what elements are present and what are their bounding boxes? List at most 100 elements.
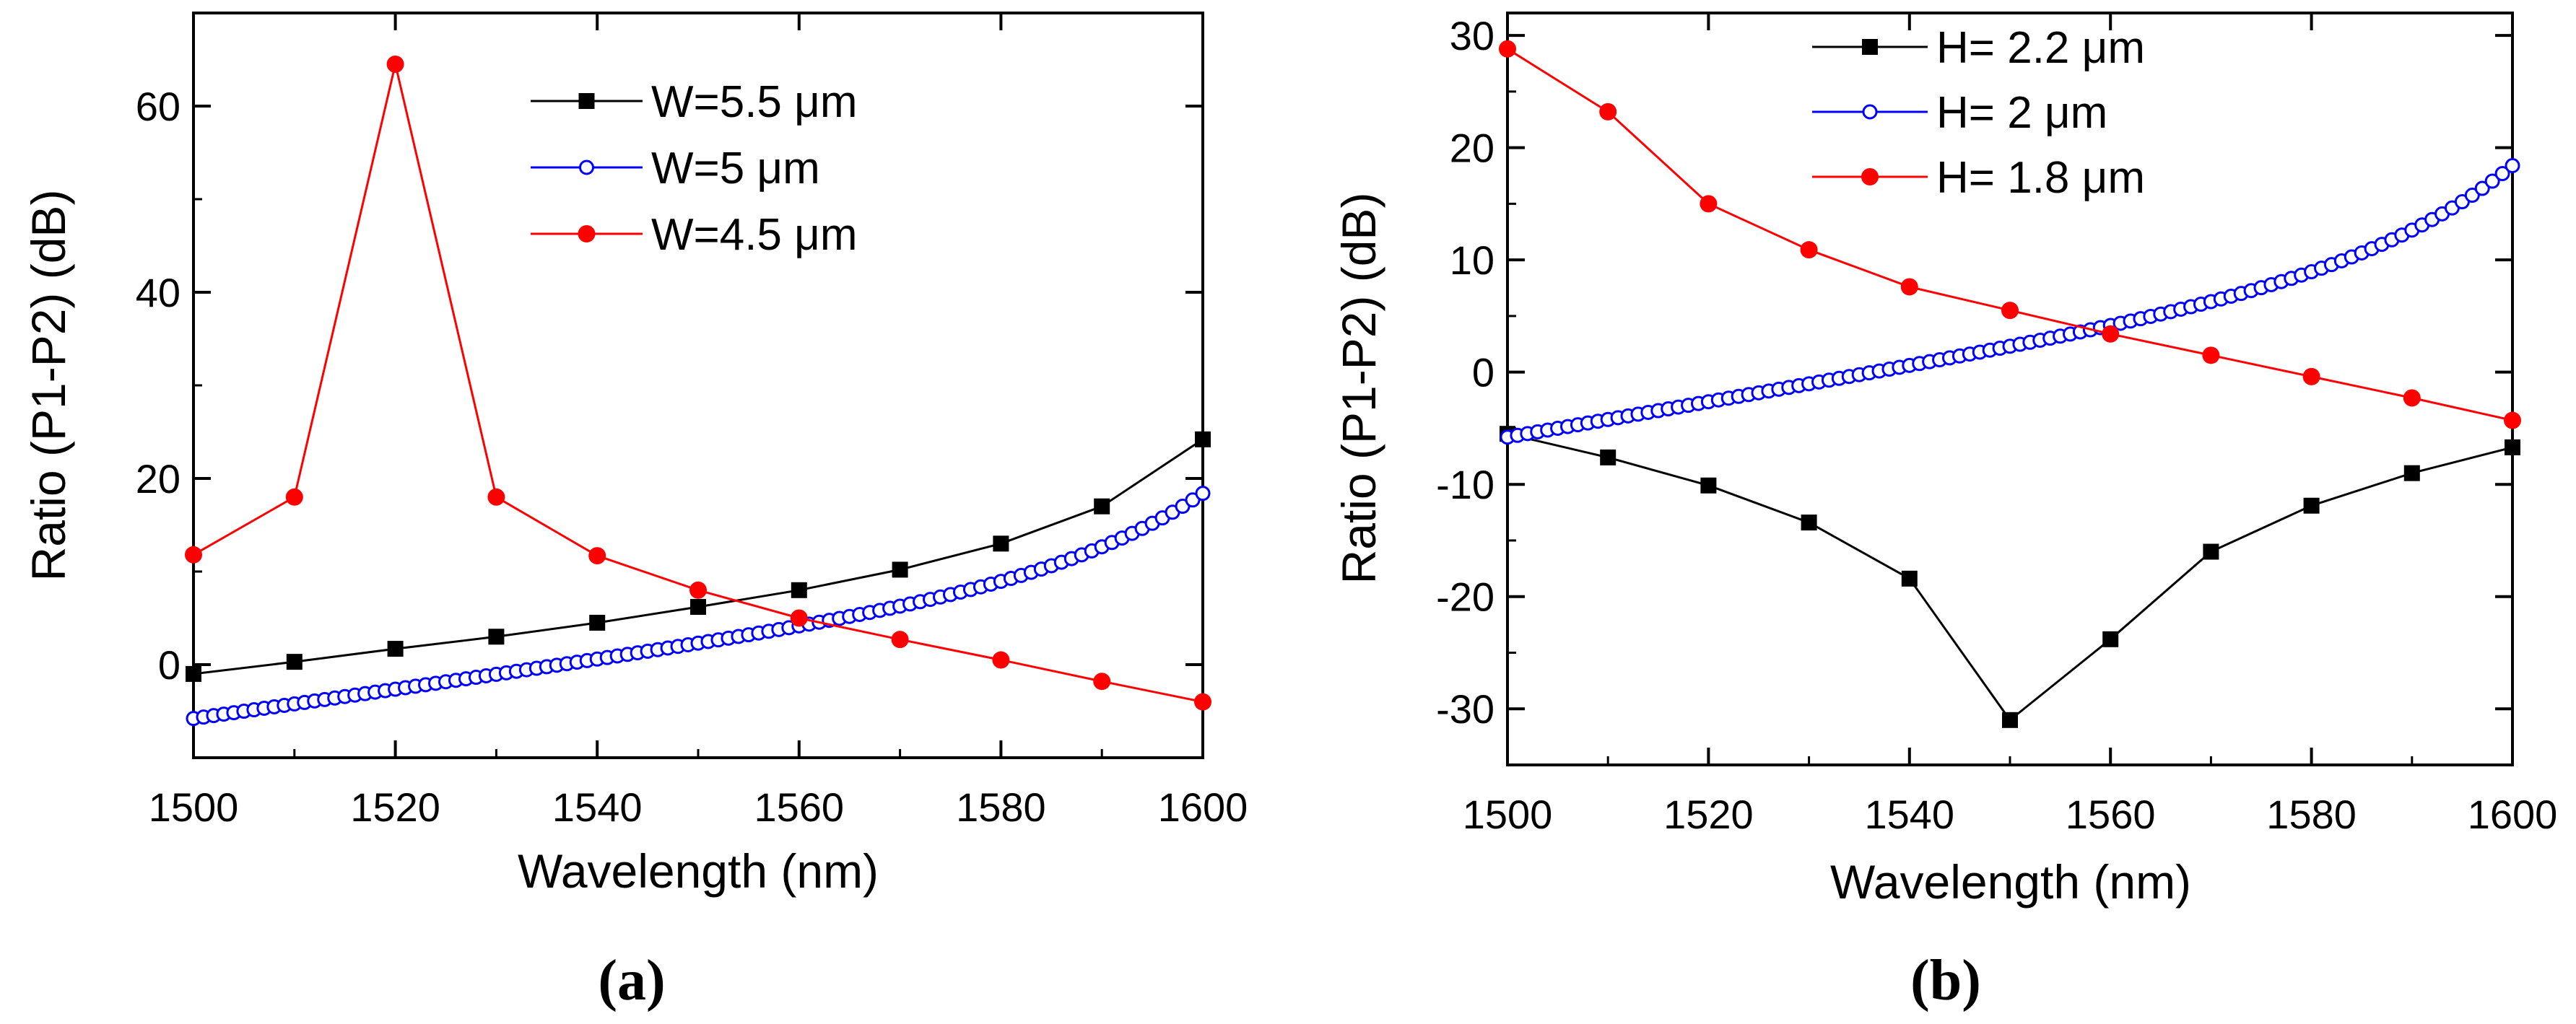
panel-label-a: (a): [598, 949, 665, 1012]
data-point: [186, 665, 201, 682]
x-axis-label-b: Wavelength (nm): [1830, 855, 2191, 909]
data-point: [2102, 631, 2119, 647]
data-point: [2474, 180, 2490, 196]
legend-label: H= 2.2 μm: [1936, 23, 2145, 73]
data-point: [1801, 515, 1817, 531]
series-open-circle-2: [1500, 158, 2520, 445]
legend-entry: W=5.5 μm: [531, 77, 858, 127]
x-axis-label-a: Wavelength (nm): [518, 844, 879, 898]
y-axis-ticks-a: 0 20 40 60: [136, 12, 1203, 759]
y-tick-label: 20: [136, 456, 180, 502]
y-tick-label: 0: [1472, 350, 1494, 395]
x-tick-label: 1540: [1865, 792, 1955, 837]
legend-marker: [1862, 39, 1878, 55]
x-tick-label: 1520: [350, 784, 440, 830]
data-point: [1800, 241, 1818, 259]
chart-panel-a: 1500 1520 1540 1560 1580 1600 0 20 40 60 Wavelen…: [22, 12, 1248, 1012]
data-point: [1600, 449, 1616, 465]
legend-label: W=5.5 μm: [651, 77, 858, 127]
legend-b: H= 2.2 μm H= 2 μm H= 1.8 μm: [1812, 23, 2145, 203]
y-tick-label: 10: [1450, 237, 1494, 283]
legend-entry: H= 1.8 μm: [1812, 153, 2145, 203]
x-axis-ticks-b: 1500 1520 1540 1560 1580 1600: [1463, 13, 2558, 837]
y-tick-label: 0: [158, 642, 180, 688]
y-tick-label: -20: [1436, 574, 1494, 620]
data-point: [1195, 486, 1211, 502]
x-tick-label: 1560: [2066, 792, 2156, 837]
x-tick-label: 1520: [1663, 792, 1754, 837]
legend-entry: W=4.5 μm: [531, 210, 858, 260]
data-point: [1700, 477, 1717, 494]
series-square-1: [186, 431, 1211, 682]
x-tick-label: 1580: [956, 784, 1046, 830]
legend-entry: H= 2 μm: [1812, 88, 2107, 138]
data-point: [2001, 302, 2019, 320]
y-axis-ticks-b: -30 -20 -10 0 10 20 30: [1436, 13, 2512, 766]
x-tick-label: 1500: [149, 784, 239, 830]
series-group-b: [1499, 40, 2521, 728]
data-point: [892, 561, 908, 578]
legend-marker: [1862, 104, 1878, 120]
data-point: [1499, 40, 1516, 58]
data-point: [2203, 543, 2219, 560]
legend-marker: [1861, 168, 1879, 185]
legend-label: H= 1.8 μm: [1936, 153, 2145, 203]
data-point: [487, 488, 505, 506]
x-tick-label: 1560: [754, 784, 845, 830]
data-point: [2505, 439, 2520, 455]
data-point: [1599, 102, 1617, 121]
legend-marker: [578, 93, 595, 109]
data-point: [992, 651, 1010, 669]
y-tick-label: 60: [136, 84, 180, 129]
x-tick-label: 1540: [552, 784, 643, 830]
chart-panel-b: 1500 1520 1540 1560 1580 1600 -30 -20 -10 0 10 20 3…: [1332, 12, 2558, 1012]
data-point: [1195, 431, 1211, 447]
series-open-circle-2: [186, 486, 1211, 727]
y-tick-label: -30: [1436, 686, 1494, 732]
legend-label: W=4.5 μm: [651, 210, 858, 260]
legend-marker: [578, 225, 596, 242]
data-point: [690, 599, 706, 616]
series-line: [1507, 165, 2513, 439]
data-point: [2464, 188, 2480, 204]
data-point: [2202, 346, 2220, 364]
panel-label-b: (b): [1910, 949, 1981, 1012]
data-point: [1194, 693, 1211, 711]
series-filled-circle-3: [185, 55, 1211, 711]
y-tick-label: 40: [136, 270, 180, 315]
data-point: [790, 609, 808, 627]
data-point: [1093, 673, 1111, 691]
data-point: [2505, 158, 2520, 174]
data-point: [791, 582, 807, 598]
data-point: [2303, 497, 2320, 514]
y-tick-label: 20: [1450, 126, 1494, 171]
data-point: [2403, 389, 2421, 407]
data-point: [589, 614, 606, 631]
data-point: [488, 629, 505, 645]
legend-entry: H= 2.2 μm: [1812, 23, 2145, 73]
x-tick-label: 1500: [1463, 792, 1553, 837]
series-line: [1507, 432, 2513, 722]
data-point: [1700, 195, 1718, 213]
data-point: [588, 547, 606, 565]
legend-label: H= 2 μm: [1936, 88, 2107, 138]
data-point: [891, 631, 909, 649]
x-tick-label: 1600: [2468, 792, 2558, 837]
data-point: [2484, 173, 2500, 189]
x-tick-label: 1580: [2266, 792, 2357, 837]
data-point: [689, 581, 707, 599]
data-point: [993, 535, 1009, 552]
data-point: [1094, 498, 1110, 515]
y-axis-label-b: Ratio (P1-P2) (dB): [1332, 193, 1385, 585]
data-point: [386, 55, 404, 73]
series-group-a: [185, 55, 1211, 727]
data-point: [286, 654, 303, 670]
data-point: [2403, 465, 2420, 481]
data-point: [1901, 570, 1918, 587]
legend-label: W=5 μm: [651, 144, 820, 193]
data-point: [185, 546, 202, 564]
data-point: [387, 641, 404, 657]
legend-a: W=5.5 μm W=5 μm W=4.5 μm: [531, 77, 858, 260]
legend-marker: [579, 159, 594, 175]
